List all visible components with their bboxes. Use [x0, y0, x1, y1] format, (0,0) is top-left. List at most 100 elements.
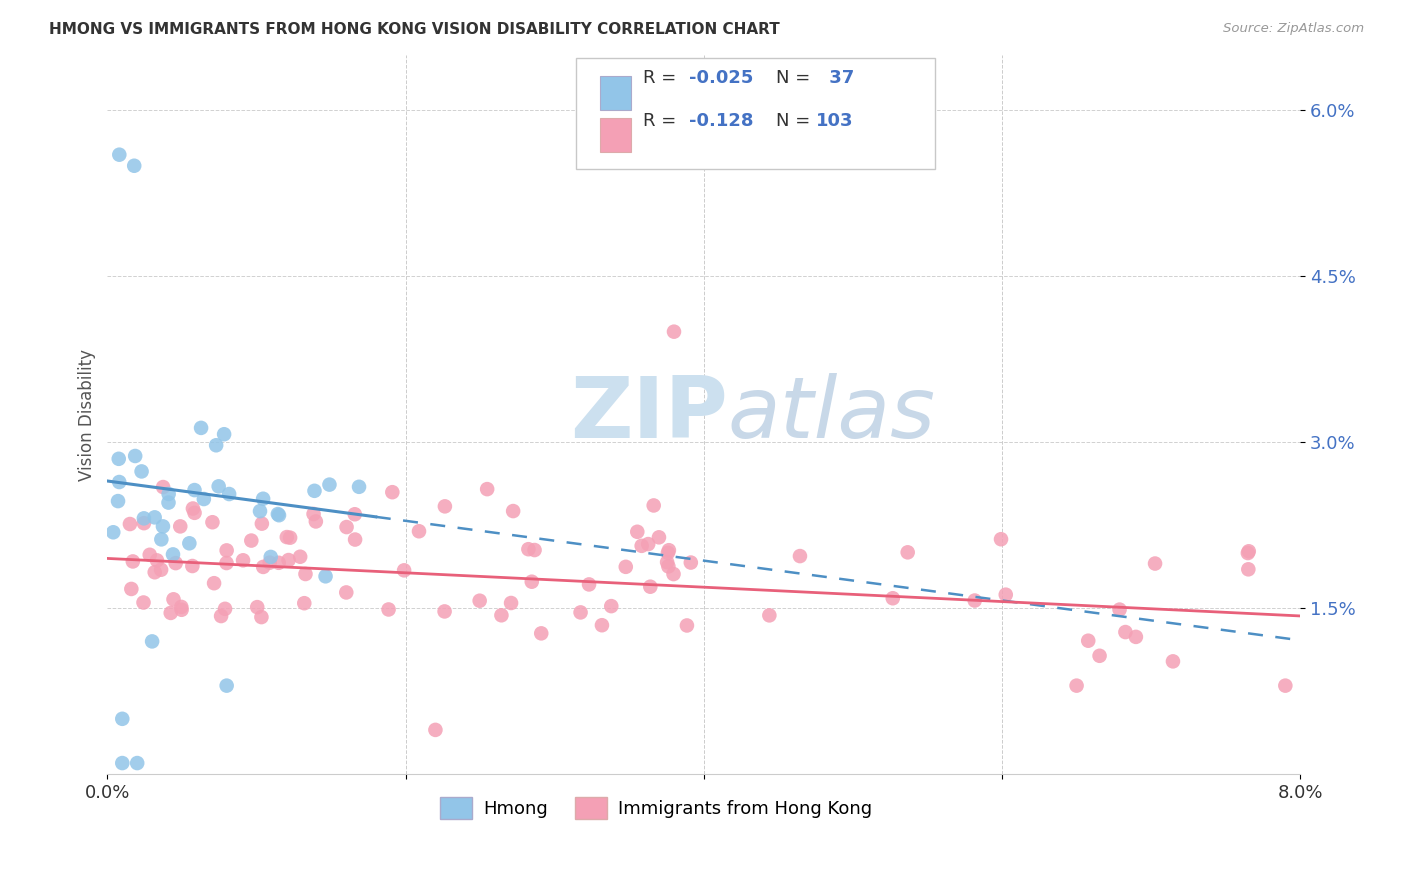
Point: [183, 506, 205, 520]
Point: [990, 533, 1012, 547]
Point: [676, 618, 699, 632]
Point: [381, 485, 404, 500]
Point: [1108, 602, 1130, 616]
Point: [205, 438, 228, 452]
Point: [169, 519, 191, 533]
Point: [146, 553, 169, 567]
Point: [209, 609, 232, 624]
Text: 103: 103: [815, 112, 853, 129]
Point: [517, 542, 540, 557]
Point: [657, 546, 679, 560]
Point: [614, 559, 637, 574]
Point: [657, 559, 679, 574]
Point: [1077, 633, 1099, 648]
Point: [132, 595, 155, 609]
Point: [530, 626, 553, 640]
Point: [215, 556, 238, 570]
Point: [335, 520, 357, 534]
Point: [131, 464, 153, 478]
Point: [108, 475, 131, 489]
Point: [143, 566, 166, 580]
Point: [499, 596, 522, 610]
Point: [162, 592, 184, 607]
Point: [600, 599, 623, 614]
Text: N =: N =: [776, 112, 810, 129]
Point: [249, 504, 271, 518]
Point: [343, 508, 366, 522]
Point: [304, 483, 326, 498]
Point: [318, 477, 340, 491]
Point: [637, 537, 659, 551]
Point: [252, 560, 274, 574]
Point: [789, 549, 811, 563]
Point: [215, 679, 238, 693]
Point: [183, 483, 205, 497]
Point: [578, 577, 600, 591]
Point: [302, 507, 325, 521]
Point: [267, 507, 290, 521]
Point: [152, 480, 174, 494]
Point: [240, 533, 263, 548]
Point: [1237, 546, 1260, 560]
Point: [111, 756, 134, 770]
Point: [212, 427, 235, 442]
Point: [250, 610, 273, 624]
Point: [181, 559, 204, 574]
Point: [640, 580, 662, 594]
Point: [468, 593, 491, 607]
Point: [170, 603, 193, 617]
Point: [294, 566, 316, 581]
Text: -0.025: -0.025: [689, 69, 754, 87]
Point: [433, 604, 456, 618]
Point: [108, 147, 131, 161]
Point: [152, 519, 174, 533]
Point: [162, 548, 184, 562]
Point: [118, 516, 141, 531]
Point: [127, 756, 149, 770]
Point: [107, 494, 129, 508]
Point: [111, 712, 134, 726]
Point: [202, 576, 225, 591]
Point: [994, 588, 1017, 602]
Point: [107, 451, 129, 466]
Point: [208, 479, 231, 493]
Point: [520, 574, 543, 589]
Point: [569, 606, 592, 620]
Point: [591, 618, 613, 632]
Legend: Hmong, Immigrants from Hong Kong: Hmong, Immigrants from Hong Kong: [433, 789, 880, 826]
Point: [630, 539, 652, 553]
Point: [170, 599, 193, 614]
Point: [408, 524, 430, 539]
Point: [259, 556, 281, 570]
Point: [662, 325, 685, 339]
Point: [165, 556, 187, 570]
Point: [1088, 648, 1111, 663]
Point: [267, 556, 290, 570]
Point: [425, 723, 447, 737]
Point: [150, 563, 173, 577]
Point: [1125, 630, 1147, 644]
Y-axis label: Vision Disability: Vision Disability: [79, 349, 96, 481]
Point: [475, 482, 498, 496]
Point: [277, 553, 299, 567]
Point: [433, 500, 456, 514]
Point: [491, 608, 513, 623]
Point: [276, 530, 298, 544]
Point: [1144, 557, 1167, 571]
Point: [103, 525, 125, 540]
Point: [150, 533, 173, 547]
Point: [1274, 679, 1296, 693]
Point: [157, 487, 180, 501]
Point: [267, 508, 290, 523]
Point: [1161, 654, 1184, 668]
Point: [523, 543, 546, 558]
Point: [214, 602, 236, 616]
Point: [305, 515, 328, 529]
Point: [252, 491, 274, 506]
Text: ZIP: ZIP: [569, 373, 728, 456]
Point: [278, 531, 301, 545]
Point: [181, 501, 204, 516]
Point: [201, 515, 224, 529]
Point: [141, 634, 163, 648]
Point: [897, 545, 920, 559]
